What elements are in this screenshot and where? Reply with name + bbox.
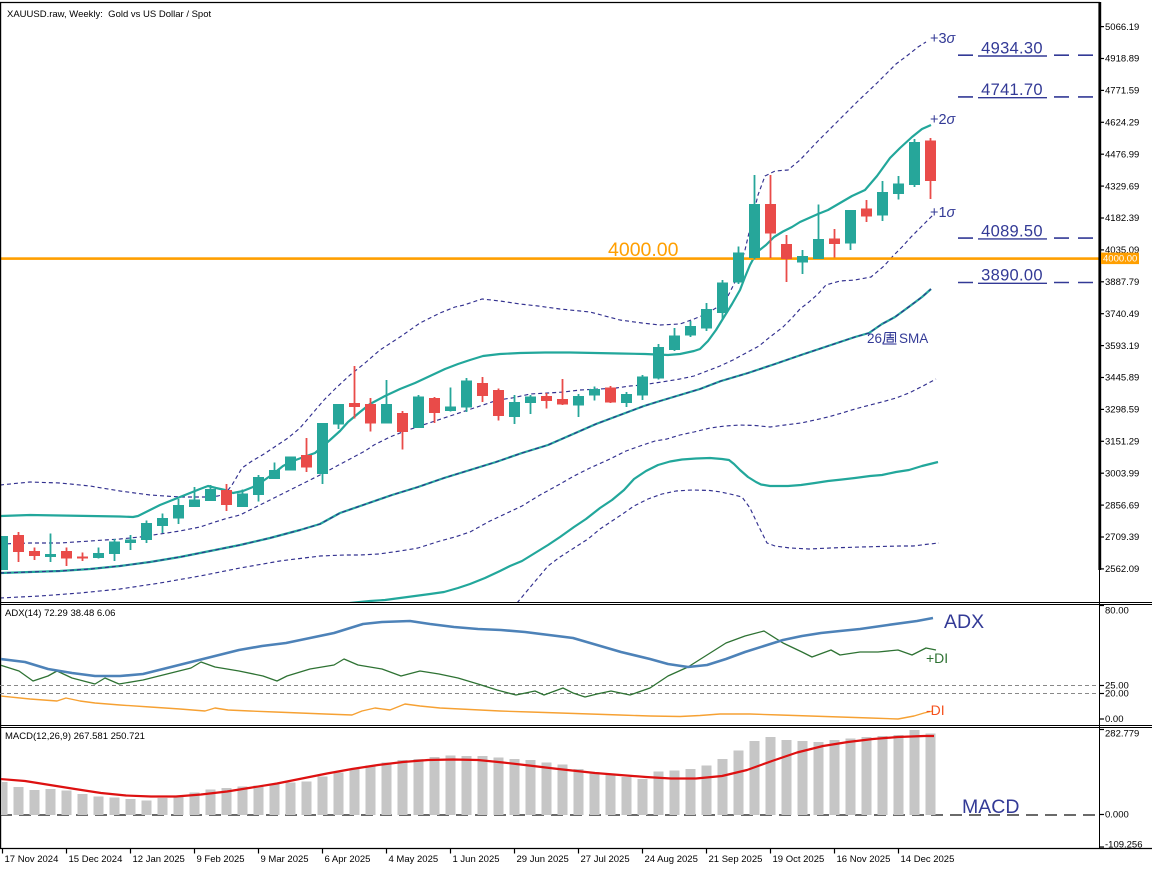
svg-text:2856.69: 2856.69 — [1105, 500, 1139, 511]
svg-text:80.00: 80.00 — [1105, 606, 1129, 617]
svg-text:+DI: +DI — [926, 650, 948, 666]
svg-text:4000.00: 4000.00 — [1103, 254, 1137, 265]
svg-text:0.00: 0.00 — [1105, 714, 1124, 725]
svg-text:0.000: 0.000 — [1105, 810, 1129, 821]
svg-text:3593.19: 3593.19 — [1105, 341, 1139, 352]
svg-text:26: 26 — [867, 331, 882, 346]
svg-text:4035.09: 4035.09 — [1105, 245, 1139, 256]
svg-text:15 Dec 2024: 15 Dec 2024 — [69, 854, 123, 865]
svg-text:9 Mar 2025: 9 Mar 2025 — [261, 854, 309, 865]
svg-text:4329.69: 4329.69 — [1105, 181, 1139, 192]
svg-text:XAUUSD.raw, Weekly: Gold vs U: XAUUSD.raw, Weekly: Gold vs US Dollar / … — [7, 9, 211, 20]
svg-text:17 Nov 2024: 17 Nov 2024 — [5, 854, 59, 865]
svg-text:9 Feb 2025: 9 Feb 2025 — [197, 854, 245, 865]
svg-text:27 Jul 2025: 27 Jul 2025 — [581, 854, 630, 865]
svg-text:3298.59: 3298.59 — [1105, 405, 1139, 416]
svg-text:20.00: 20.00 — [1105, 689, 1129, 700]
svg-text:4089.50: 4089.50 — [981, 222, 1043, 240]
svg-text:2709.39: 2709.39 — [1105, 532, 1139, 543]
svg-text:5066.19: 5066.19 — [1105, 22, 1139, 33]
svg-text:16 Nov 2025: 16 Nov 2025 — [837, 854, 891, 865]
svg-text:12 Jan 2025: 12 Jan 2025 — [133, 854, 185, 865]
svg-text:4182.39: 4182.39 — [1105, 213, 1139, 224]
svg-text:ADX: ADX — [944, 611, 984, 633]
svg-text:3003.99: 3003.99 — [1105, 468, 1139, 479]
svg-text:+2σ: +2σ — [930, 112, 957, 128]
svg-text:4771.59: 4771.59 — [1105, 86, 1139, 97]
svg-text:6 Apr 2025: 6 Apr 2025 — [325, 854, 371, 865]
svg-text:21 Sep 2025: 21 Sep 2025 — [709, 854, 763, 865]
svg-text:25.00: 25.00 — [1105, 681, 1129, 692]
svg-text:1 Jun 2025: 1 Jun 2025 — [453, 854, 500, 865]
svg-text:3740.49: 3740.49 — [1105, 309, 1139, 320]
svg-text:4 May 2025: 4 May 2025 — [389, 854, 439, 865]
svg-text:282.779: 282.779 — [1105, 729, 1139, 740]
svg-text:+3σ: +3σ — [930, 31, 957, 47]
svg-text:4918.89: 4918.89 — [1105, 54, 1139, 65]
svg-text:4934.30: 4934.30 — [981, 39, 1043, 57]
svg-text:-DI: -DI — [926, 702, 945, 718]
svg-text:19 Oct 2025: 19 Oct 2025 — [773, 854, 825, 865]
svg-text:3151.29: 3151.29 — [1105, 437, 1139, 448]
svg-text:4000.00: 4000.00 — [608, 239, 679, 261]
svg-text:MACD(12,26,9) 267.581 250.721: MACD(12,26,9) 267.581 250.721 — [5, 731, 145, 742]
svg-text:4624.29: 4624.29 — [1105, 118, 1139, 129]
svg-text:14 Dec 2025: 14 Dec 2025 — [901, 854, 955, 865]
svg-text:24 Aug 2025: 24 Aug 2025 — [645, 854, 698, 865]
svg-text:MACD: MACD — [962, 796, 1019, 818]
svg-text:2562.09: 2562.09 — [1105, 564, 1139, 575]
svg-text:-109.256: -109.256 — [1105, 840, 1143, 851]
svg-text:29 Jun 2025: 29 Jun 2025 — [517, 854, 569, 865]
svg-text:4741.70: 4741.70 — [981, 81, 1043, 99]
svg-text:3890.00: 3890.00 — [981, 267, 1043, 285]
svg-text:4476.99: 4476.99 — [1105, 149, 1139, 160]
svg-text:3887.79: 3887.79 — [1105, 277, 1139, 288]
svg-text:3445.89: 3445.89 — [1105, 373, 1139, 384]
svg-text:+1σ: +1σ — [930, 205, 957, 221]
svg-text:SMA: SMA — [899, 331, 928, 346]
svg-text:ADX(14) 72.29 38.48 6.06: ADX(14) 72.29 38.48 6.06 — [5, 608, 115, 619]
